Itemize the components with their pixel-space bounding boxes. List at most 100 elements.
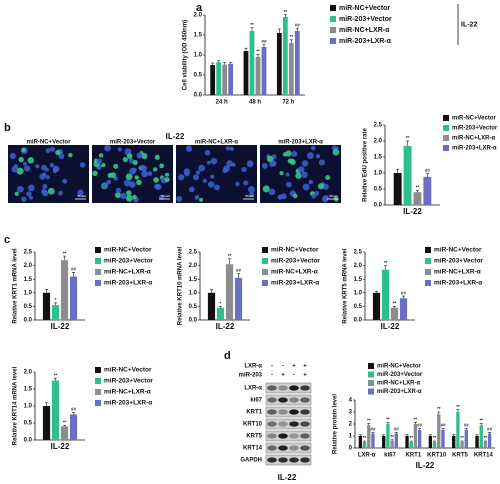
cell-nucleus xyxy=(318,159,326,166)
x-tick-label: IL-22 xyxy=(403,207,422,216)
cell-nucleus xyxy=(282,152,288,157)
significance: ** xyxy=(409,435,413,440)
y-tick-label: 0.0 xyxy=(354,318,363,324)
bar xyxy=(441,430,445,448)
cell-nucleus xyxy=(183,168,190,175)
bar xyxy=(452,436,456,448)
legend-label: miR-NC+Vector xyxy=(104,247,152,254)
significance: ** xyxy=(484,435,488,440)
cell-nucleus xyxy=(188,186,195,193)
bar xyxy=(288,43,294,95)
cell-nucleus xyxy=(21,147,26,153)
blot-band xyxy=(267,445,277,451)
cell-nucleus xyxy=(301,160,309,167)
y-tick-label: 0.0 xyxy=(374,203,383,209)
significance: ** xyxy=(406,135,410,140)
cell-nucleus xyxy=(308,179,314,185)
cell-nucleus xyxy=(136,152,143,159)
significance: ## xyxy=(440,423,446,428)
significance: ** xyxy=(256,48,260,53)
cell-nucleus xyxy=(262,185,270,193)
y-tick-label: 1.0 xyxy=(354,290,363,296)
treatment-sign: + xyxy=(303,364,307,370)
cell-nucleus xyxy=(26,191,32,197)
significance: ** xyxy=(456,404,460,409)
treatment-sign: + xyxy=(303,373,307,379)
significance: ** xyxy=(290,34,294,39)
legend-swatch xyxy=(425,247,431,253)
cell-nucleus xyxy=(332,148,340,156)
legend-label: miR-NC+Vector xyxy=(377,364,422,370)
blot-band xyxy=(278,409,288,415)
legend-swatch xyxy=(95,280,101,286)
cell-nucleus xyxy=(297,166,305,173)
significance: ## xyxy=(401,290,407,295)
cell-nucleus xyxy=(323,194,329,201)
cell-nucleus xyxy=(210,174,215,179)
cell-nucleus xyxy=(16,167,24,175)
legend-label: miR-NC+LXR-α xyxy=(104,269,151,276)
y-tick-label: 1 xyxy=(349,434,353,440)
blot-strip xyxy=(265,394,312,406)
blot-band xyxy=(289,421,299,427)
bar xyxy=(216,307,225,320)
cell-nucleus xyxy=(92,170,98,177)
bar xyxy=(381,269,390,320)
legend-label: miR-203+LXR-α xyxy=(339,38,392,45)
cell-nucleus xyxy=(247,186,255,194)
cell-nucleus xyxy=(22,161,28,166)
legend-swatch xyxy=(262,280,268,286)
y-tick-label: 0.5 xyxy=(374,187,383,193)
y-tick-label: 1.0 xyxy=(194,53,203,59)
legend-swatch xyxy=(95,258,101,264)
cell-nucleus xyxy=(96,158,103,165)
y-axis-label: Cell viability (OD 450nm) xyxy=(183,20,189,90)
cell-nucleus xyxy=(132,194,137,200)
legend-swatch xyxy=(262,247,268,253)
bar xyxy=(294,31,300,95)
cell-nucleus xyxy=(68,152,73,158)
cell-nucleus xyxy=(207,181,215,188)
image-label: miR-NC+Vector xyxy=(27,140,72,146)
legend-swatch xyxy=(368,371,374,378)
cell-nucleus xyxy=(147,171,153,176)
blot-band xyxy=(267,433,277,439)
bar xyxy=(51,305,60,320)
bar xyxy=(42,406,51,440)
legend-label: miR-203+Vector xyxy=(377,372,423,378)
legend-label: miR-203+LXR-α xyxy=(104,280,152,287)
bar xyxy=(437,414,441,448)
cell-nucleus xyxy=(45,148,51,154)
blot-band xyxy=(267,409,277,415)
cell-nucleus xyxy=(24,165,31,172)
image-label-bg xyxy=(92,140,173,145)
x-tick-label: ki67 xyxy=(384,453,396,459)
blot-band xyxy=(267,457,277,463)
significance: ** xyxy=(437,406,441,411)
y-tick-label: 2.0 xyxy=(24,370,33,376)
significance: ** xyxy=(460,435,464,440)
treatment-sign: - xyxy=(293,373,295,379)
legend-swatch xyxy=(330,16,336,22)
blot-row-label: KRT14 xyxy=(243,446,263,452)
significance: ## xyxy=(71,407,77,412)
cell-nucleus xyxy=(101,162,106,168)
x-tick-label: IL-22 xyxy=(381,322,400,331)
legend-label: miR-NC+LXR-α xyxy=(271,269,318,276)
cell-nucleus xyxy=(164,172,170,177)
legend-label: miR-203+LXR-α xyxy=(377,389,422,395)
cell-nucleus xyxy=(18,156,24,163)
bar xyxy=(432,442,437,448)
cell-nucleus xyxy=(235,181,240,187)
y-axis-label: Relative KRT10 mRNA level xyxy=(178,246,184,325)
y-tick-label: 0.5 xyxy=(194,73,203,79)
y-tick-label: 4 xyxy=(349,398,353,404)
cell-nucleus xyxy=(280,193,287,200)
significance: ## xyxy=(417,423,423,428)
blot-strip xyxy=(265,454,312,466)
cell-nucleus xyxy=(123,179,131,187)
legend-swatch xyxy=(443,135,449,141)
cell-nucleus xyxy=(55,149,61,156)
cell-nucleus xyxy=(198,164,206,172)
cell-nucleus xyxy=(315,154,321,159)
